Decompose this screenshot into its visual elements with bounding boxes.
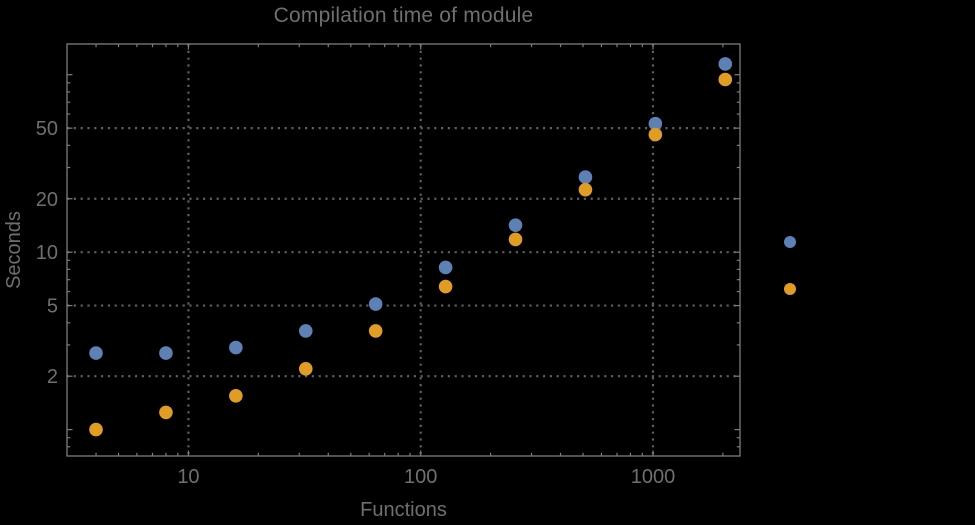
y-tick-label: 20: [36, 189, 58, 211]
plot-frame: [66, 43, 741, 457]
data-point-series-orange: [508, 232, 523, 247]
data-point-series-blue: [159, 346, 173, 360]
data-point-series-blue: [578, 170, 593, 184]
legend-marker-series-orange: [784, 283, 796, 295]
x-axis-label: Functions: [360, 499, 447, 521]
data-point-series-blue: [89, 346, 103, 360]
y-tick-label: 10: [36, 242, 58, 264]
data-point-series-blue: [298, 324, 313, 338]
data-point-series-orange: [578, 182, 593, 197]
y-axis-label: Seconds: [3, 211, 25, 289]
x-tick-label: 10: [177, 466, 199, 488]
legend-marker-series-blue: [784, 236, 796, 248]
data-point-series-blue: [368, 297, 383, 311]
y-tick-label: 2: [47, 366, 58, 388]
data-point-series-blue: [648, 116, 663, 131]
x-tick-label: 1000: [631, 466, 676, 488]
data-point-series-orange: [159, 405, 173, 420]
data-point-series-orange: [368, 324, 383, 338]
y-tick-label: 5: [47, 296, 58, 318]
y-tick-label: 50: [36, 118, 58, 140]
data-point-series-orange: [718, 72, 733, 87]
data-point-series-orange: [648, 127, 663, 142]
data-point-series-orange: [229, 389, 243, 403]
data-point-series-blue: [438, 260, 453, 275]
chart-title: Compilation time of module: [273, 4, 534, 27]
data-point-series-orange: [298, 362, 313, 376]
data-point-series-blue: [718, 57, 733, 71]
data-point-series-blue: [229, 340, 243, 355]
x-tick-label: 100: [404, 466, 437, 488]
data-point-series-orange: [89, 422, 103, 437]
data-point-series-blue: [508, 218, 523, 232]
data-point-series-orange: [438, 279, 453, 294]
